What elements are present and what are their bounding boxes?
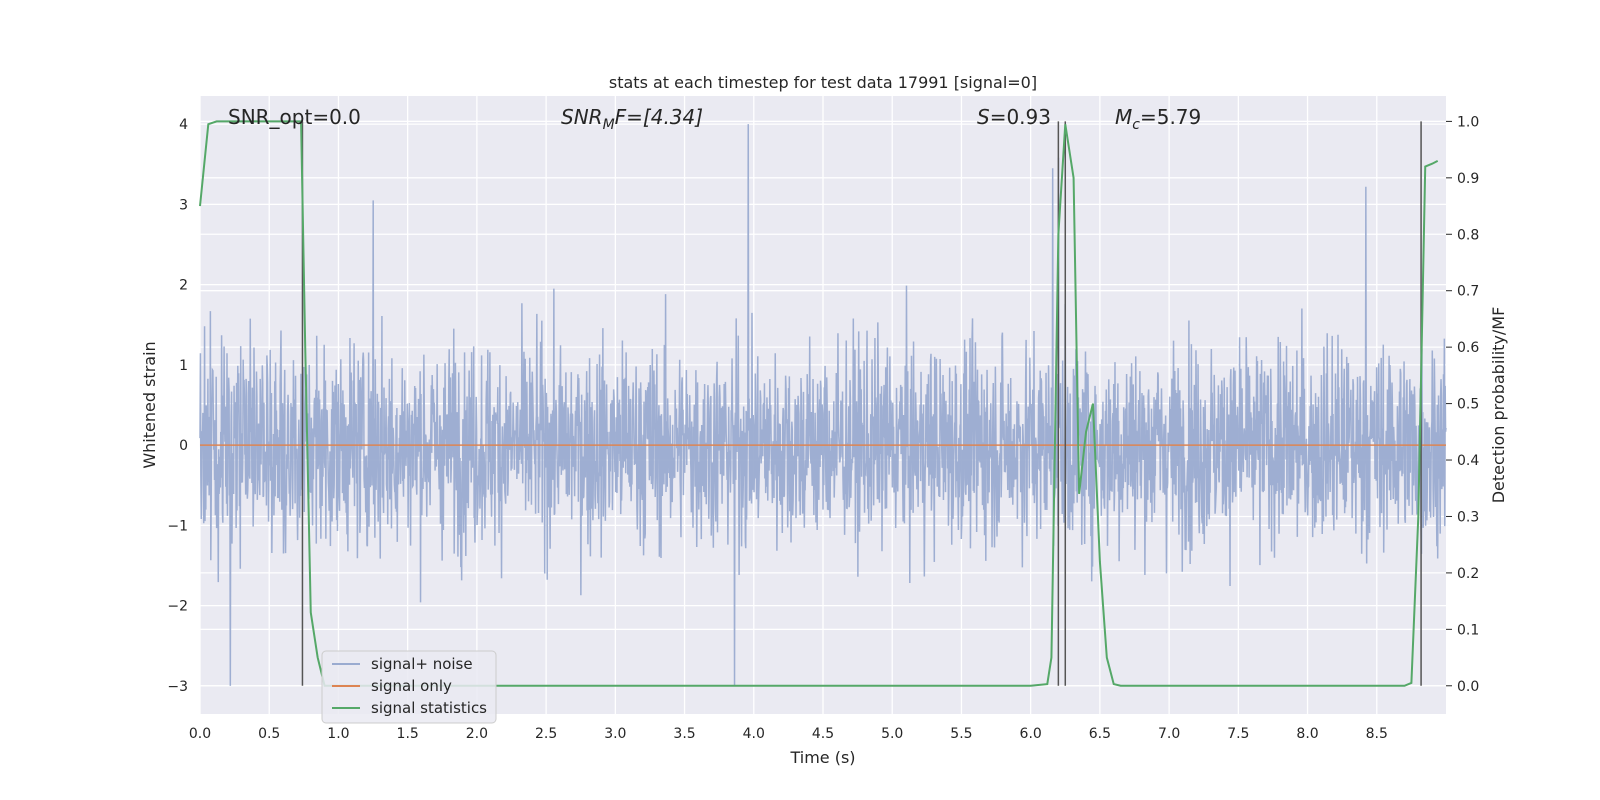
y2-tick-label: 0.1: [1457, 622, 1479, 638]
annotation-mc: Mc=5.79: [1115, 105, 1201, 133]
y2-tick-label: 0.6: [1457, 340, 1479, 356]
y-tick-label: −2: [167, 599, 188, 615]
noise-series: [199, 124, 1447, 686]
x-tick-label: 6.5: [1089, 726, 1111, 742]
y-tick-label: −1: [167, 518, 188, 534]
y2-tick-label: 0.2: [1457, 566, 1479, 582]
chart-title: stats at each timestep for test data 179…: [609, 73, 1037, 92]
x-tick-label: 2.0: [466, 726, 488, 742]
x-tick-label: 0.5: [258, 726, 280, 742]
x-tick-label: 6.0: [1020, 726, 1042, 742]
y-tick-label: 4: [179, 117, 188, 133]
y2-tick-label: 0.9: [1457, 171, 1479, 187]
x-ticks: 0.0 0.5 1.0 1.5 2.0 2.5 3.0 3.5 4.0 4.5 5.0 5.5 6.0 6…: [189, 726, 1388, 742]
x-tick-label: 5.0: [881, 726, 903, 742]
legend: signal+ noise signal only signal statist…: [321, 650, 497, 724]
legend-label-signal-only: signal only: [371, 677, 452, 695]
y2-tick-label: 1.0: [1457, 114, 1479, 130]
noise-line: [199, 124, 1447, 686]
legend-label-statistics: signal statistics: [371, 699, 487, 717]
y2-tick-label: 0.3: [1457, 509, 1479, 525]
y2-tick-label: 0.7: [1457, 284, 1479, 300]
legend-label-noise: signal+ noise: [371, 655, 473, 673]
annotation-snr-opt: SNR_opt=0.0: [228, 105, 361, 129]
annotation-s: S=0.93: [977, 105, 1051, 129]
y2-tick-label: 0.4: [1457, 453, 1479, 469]
y-axis-label: Whitened strain: [140, 341, 159, 468]
signal-statistics-series: [199, 120, 1439, 687]
x-tick-label: 1.0: [327, 726, 349, 742]
x-tick-label: 0.0: [189, 726, 211, 742]
x-tick-label: 7.0: [1158, 726, 1180, 742]
y2-ticks: 0.0 0.1 0.2 0.3 0.4 0.5 0.6 0.7 0.8 0.9 1.0: [1446, 114, 1479, 695]
x-tick-label: 8.5: [1366, 726, 1388, 742]
x-tick-label: 7.5: [1227, 726, 1249, 742]
y2-tick-label: 0.5: [1457, 397, 1479, 413]
x-tick-label: 4.0: [743, 726, 765, 742]
x-tick-label: 3.0: [604, 726, 626, 742]
x-tick-label: 1.5: [397, 726, 419, 742]
x-tick-label: 3.5: [673, 726, 695, 742]
x-axis-label: Time (s): [789, 748, 855, 767]
x-tick-label: 2.5: [535, 726, 557, 742]
y-tick-label: −3: [167, 679, 188, 695]
x-tick-label: 4.5: [812, 726, 834, 742]
y-tick-label: 0: [179, 438, 188, 454]
annotation-snr-mf: SNRMF=[4.34]: [561, 105, 703, 133]
y-tick-label: 3: [179, 197, 188, 213]
y2-axis-label: Detection probability/MF: [1489, 307, 1508, 504]
y2-tick-label: 0.0: [1457, 679, 1479, 695]
x-tick-label: 5.5: [950, 726, 972, 742]
y-tick-label: 2: [179, 278, 188, 294]
y-ticks: −3 −2 −1 0 1 2 3 4: [167, 117, 188, 695]
y-tick-label: 1: [179, 358, 188, 374]
statistics-line: [199, 120, 1439, 687]
x-tick-label: 8.0: [1296, 726, 1318, 742]
y2-tick-label: 0.8: [1457, 227, 1479, 243]
